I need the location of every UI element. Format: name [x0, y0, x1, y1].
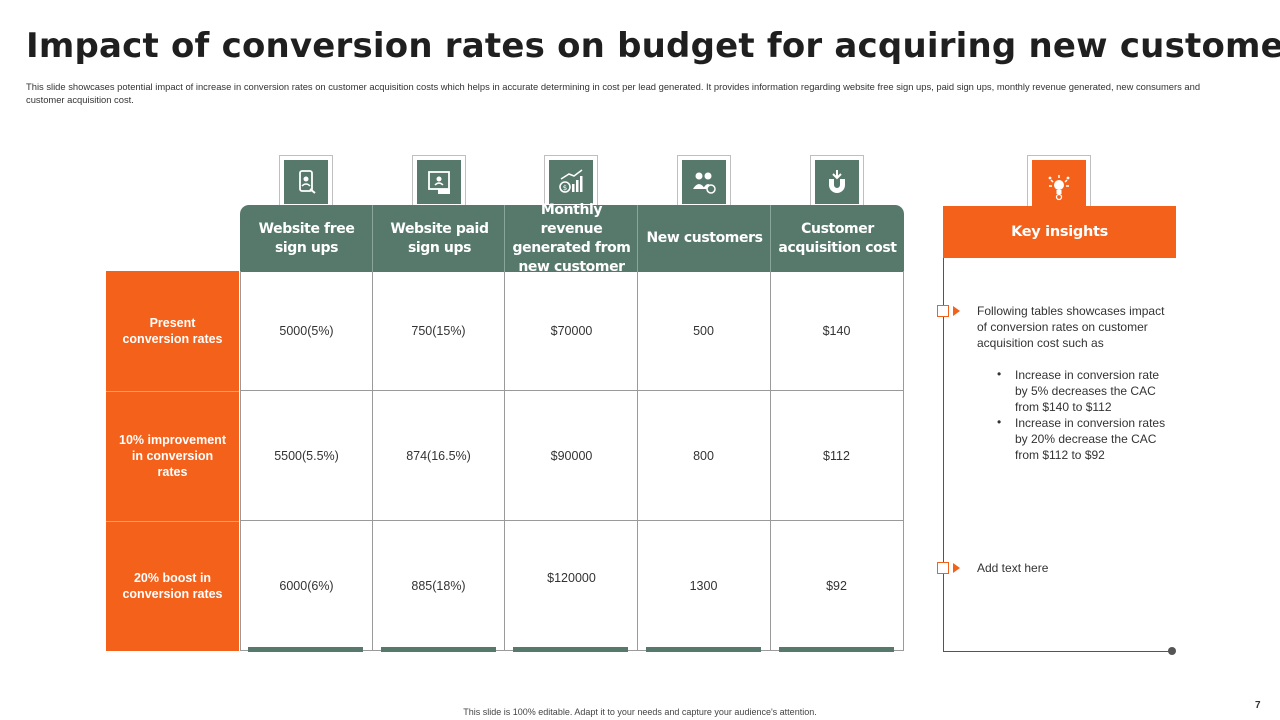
page-number: 7 [1255, 700, 1261, 711]
insight-placeholder[interactable]: Add text here [977, 561, 1049, 575]
table-cell: 5000(5%) [279, 324, 334, 338]
bullet-marker-icon [937, 562, 949, 574]
insight-point: Increase in conversion rates by 20% decr… [1015, 416, 1166, 462]
table-cell: $90000 [550, 449, 593, 463]
arrow-right-icon [953, 306, 960, 316]
row-label-present: Present conversion rates [106, 271, 239, 391]
row-label-10-percent: 10% improvement in conversion rates [106, 391, 239, 521]
insight-point: Increase in conversion rate by 5% decrea… [1015, 368, 1160, 414]
bullet-marker-icon [937, 305, 949, 317]
column-header-paid-signups: Website paid sign ups [390, 220, 489, 256]
magnet-acquisition-icon [810, 155, 864, 209]
mobile-signup-icon [279, 155, 333, 209]
table-cell: 800 [693, 449, 714, 463]
paid-signup-icon [412, 155, 466, 209]
table-cell: $112 [823, 449, 850, 463]
table-header [240, 205, 904, 272]
column-footer-bar [248, 647, 363, 652]
footer-note: This slide is 100% editable. Adapt it to… [463, 707, 817, 717]
column-footer-bar [513, 647, 628, 652]
table-cell: $92 [826, 579, 847, 593]
column-header-new-customers: New customers [646, 230, 763, 246]
table-cell: $120000 [547, 571, 596, 585]
row-label-20-percent: 20% boost in conversion rates [106, 521, 239, 651]
table-cell: 874(16.5%) [406, 449, 471, 463]
table-cell: $140 [822, 324, 851, 338]
page-title: Impact of conversion rates on budget for… [26, 26, 1280, 66]
table-cell: $70000 [550, 324, 593, 338]
page-subtitle: This slide showcases potential impact of… [26, 81, 1201, 105]
column-header-acquisition-cost: Customer acquisition cost [778, 220, 897, 256]
table-cell: 5500(5.5%) [274, 449, 339, 463]
table-cell: 750(15%) [411, 324, 466, 338]
column-footer-bar [646, 647, 761, 652]
customers-icon [677, 155, 731, 209]
column-header-monthly-revenue: Monthly revenue generated from new custo… [512, 201, 631, 275]
table-cell: 6000(6%) [279, 579, 334, 593]
table-cell: 885(18%) [411, 579, 466, 593]
column-footer-bar [779, 647, 894, 652]
revenue-growth-icon: $ [544, 155, 598, 209]
column-footer-bar [381, 647, 496, 652]
table-cell: 1300 [689, 579, 718, 593]
insight-intro: Following tables showcases impact of con… [977, 304, 1165, 350]
timeline-end-dot [1168, 647, 1176, 655]
svg-text:$: $ [563, 184, 567, 192]
key-insights-heading: Key insights [943, 206, 1176, 258]
column-header-free-signups: Website free sign ups [258, 220, 355, 256]
table-cell: 500 [693, 324, 714, 338]
arrow-right-icon [953, 563, 960, 573]
